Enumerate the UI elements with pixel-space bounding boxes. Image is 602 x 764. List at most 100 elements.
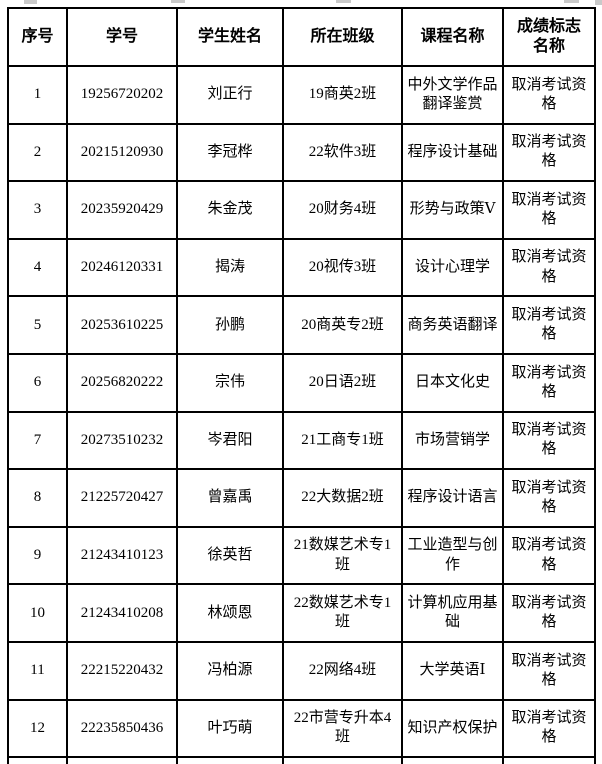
clipped-content-fragment xyxy=(595,0,602,5)
table-cell: 9 xyxy=(7,525,68,586)
table-cell: 21243410208 xyxy=(66,583,178,643)
table-cell: 取消考试资格 xyxy=(502,180,596,240)
column-header: 学号 xyxy=(66,7,178,67)
column-header: 序号 xyxy=(7,7,68,67)
table-cell: 20246120331 xyxy=(66,237,178,298)
table-cell: 日本文化史 xyxy=(401,352,504,413)
table-cell: 19商英2班 xyxy=(282,65,403,125)
table-cell: 21225720427 xyxy=(66,468,178,528)
table-cell: 取消考试资格 xyxy=(502,583,596,643)
table-cell: 商务英语翻译 xyxy=(401,295,504,355)
table-cell: 21工商专1班 xyxy=(282,410,403,471)
table-body: 1 19256720202 刘正行 19商英2班 中外文学作品翻译鉴赏 取消考试资格 2 20… xyxy=(7,65,596,764)
table-cell: 7 xyxy=(7,410,68,471)
table-cell: 知识产权保护 xyxy=(401,698,504,759)
table-cell: 冯柏源 xyxy=(176,640,284,701)
table-cell: 揭涛 xyxy=(176,237,284,298)
table-cell: 取消考试资格 xyxy=(502,525,596,586)
table-cell: 20财务4班 xyxy=(282,180,403,240)
table-cell: 计算机应用基础 xyxy=(401,583,504,643)
clipped-content-fragment xyxy=(171,0,185,3)
table-row: 12 22235850436 叶巧萌 22市营专升本4班 知识产权保护 取消考试资格 xyxy=(7,698,596,759)
table-cell: 20日语2班 xyxy=(282,352,403,413)
table-cell: 取消考试资格 xyxy=(502,237,596,298)
table-cell: 大学英语Ⅰ xyxy=(401,640,504,701)
table-cell: 22软件3班 xyxy=(282,122,403,183)
table-cell: 20253610225 xyxy=(66,295,178,355)
table-cell: 20视传3班 xyxy=(282,237,403,298)
table-cell: 1 xyxy=(7,65,68,125)
table-cell: 20215120930 xyxy=(66,122,178,183)
column-header: 成绩标志 名称 xyxy=(502,7,596,67)
table-cell xyxy=(7,756,68,764)
table-cell: 林颂恩 xyxy=(176,583,284,643)
table-row: 2 20215120930 李冠桦 22软件3班 程序设计基础 取消考试资格 xyxy=(7,122,596,183)
table-cell: 市场营销学 xyxy=(401,410,504,471)
table-row: 6 20256820222 宗伟 20日语2班 日本文化史 取消考试资格 xyxy=(7,352,596,413)
table-cell: 4 xyxy=(7,237,68,298)
table-cell: 20256820222 xyxy=(66,352,178,413)
table-cell: 程序设计语言 xyxy=(401,468,504,528)
table-cell: 叶巧萌 xyxy=(176,698,284,759)
table-cell: 21243410123 xyxy=(66,525,178,586)
table-cell: 22市营专升本4班 xyxy=(282,698,403,759)
table-cell xyxy=(66,756,178,764)
table-row: 10 21243410208 林颂恩 22数媒艺术专1班 计算机应用基础 取消考试资格 xyxy=(7,583,596,643)
table-cell: 程序设计基础 xyxy=(401,122,504,183)
table-cell: 刘正行 xyxy=(176,65,284,125)
table-row: 3 20235920429 朱金茂 20财务4班 形势与政策Ⅴ 取消考试资格 xyxy=(7,180,596,240)
table-cell: 宗伟 xyxy=(176,352,284,413)
table-row: 9 21243410123 徐英哲 21数媒艺术专1班 工业造型与创作 取消考试资格 xyxy=(7,525,596,586)
clipped-content-fragment xyxy=(564,0,579,3)
table-row: 1 19256720202 刘正行 19商英2班 中外文学作品翻译鉴赏 取消考试资格 xyxy=(7,65,596,125)
table-cell: 取消考试资格 xyxy=(502,468,596,528)
table-cell: 取消考试资格 xyxy=(502,295,596,355)
table-cell: 中外文学作品翻译鉴赏 xyxy=(401,65,504,125)
table-cell: 20商英专2班 xyxy=(282,295,403,355)
table-cell: 岑君阳 xyxy=(176,410,284,471)
table-cell: 12 xyxy=(7,698,68,759)
table-cell: 取消考试资格 xyxy=(502,410,596,471)
table-cell: 19256720202 xyxy=(66,65,178,125)
table-cell: 20235920429 xyxy=(66,180,178,240)
table-cell xyxy=(282,756,403,764)
table-cell: 工业造型与创作 xyxy=(401,525,504,586)
column-header: 学生姓名 xyxy=(176,7,284,67)
clipped-content-fragment xyxy=(336,0,351,3)
table-cell xyxy=(176,756,284,764)
table-cell xyxy=(502,756,596,764)
table-cell: 取消考试资格 xyxy=(502,65,596,125)
table-cell: 李冠桦 xyxy=(176,122,284,183)
table-cell: 20273510232 xyxy=(66,410,178,471)
table-row: 7 20273510232 岑君阳 21工商专1班 市场营销学 取消考试资格 xyxy=(7,410,596,471)
table-cell: 取消考试资格 xyxy=(502,352,596,413)
table-cell: 21数媒艺术专1班 xyxy=(282,525,403,586)
table-cell: 徐英哲 xyxy=(176,525,284,586)
table-cell: 取消考试资格 xyxy=(502,122,596,183)
table-cell: 22235850436 xyxy=(66,698,178,759)
table-cell: 设计心理学 xyxy=(401,237,504,298)
table-cell: 22网络4班 xyxy=(282,640,403,701)
table-cell: 22215220432 xyxy=(66,640,178,701)
table-cell: 曾嘉禹 xyxy=(176,468,284,528)
table-cell: 5 xyxy=(7,295,68,355)
table-row: 11 22215220432 冯柏源 22网络4班 大学英语Ⅰ 取消考试资格 xyxy=(7,640,596,701)
column-header: 课程名称 xyxy=(401,7,504,67)
table-cell: 10 xyxy=(7,583,68,643)
table-cell: 11 xyxy=(7,640,68,701)
partial-table-row xyxy=(7,756,596,764)
column-header: 所在班级 xyxy=(282,7,403,67)
table-cell: 8 xyxy=(7,468,68,528)
table-cell: 22数媒艺术专1班 xyxy=(282,583,403,643)
table-cell: 朱金茂 xyxy=(176,180,284,240)
table-cell: 6 xyxy=(7,352,68,413)
table-cell: 3 xyxy=(7,180,68,240)
table-row: 5 20253610225 孙鹏 20商英专2班 商务英语翻译 取消考试资格 xyxy=(7,295,596,355)
grade-flag-table: 序号 学号 学生姓名 所在班级 课程名称 成绩标志 名称 1 19256720202 刘正行 1… xyxy=(7,7,596,764)
header-row: 序号 学号 学生姓名 所在班级 课程名称 成绩标志 名称 xyxy=(7,7,596,67)
table-cell: 22大数据2班 xyxy=(282,468,403,528)
table-cell xyxy=(401,756,504,764)
table-cell: 形势与政策Ⅴ xyxy=(401,180,504,240)
table-cell: 孙鹏 xyxy=(176,295,284,355)
